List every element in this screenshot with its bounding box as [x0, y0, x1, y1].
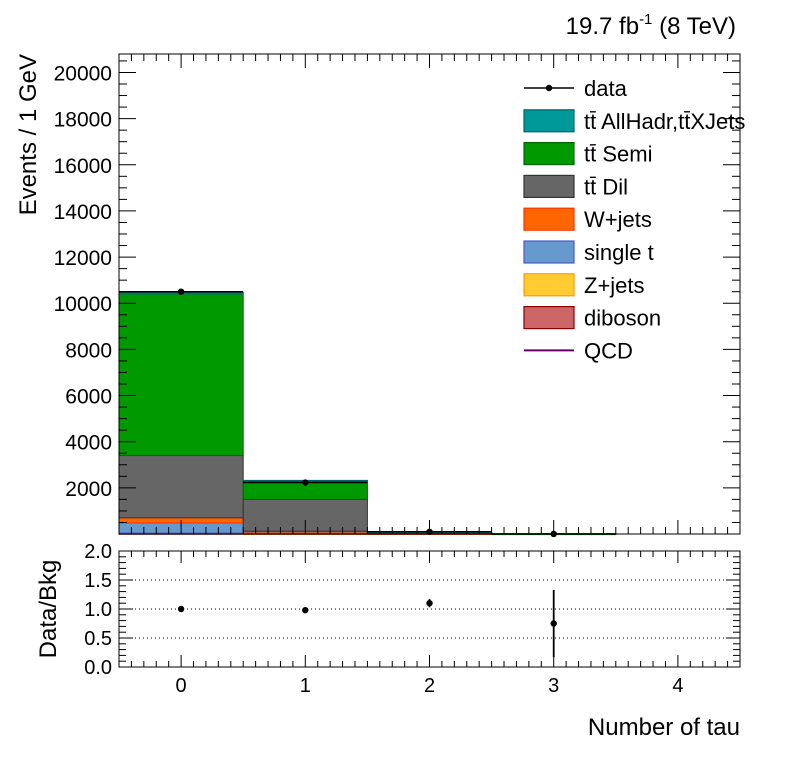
legend-data-marker	[545, 84, 553, 92]
legend-label: QCD	[584, 338, 633, 363]
legend-swatch	[523, 174, 575, 198]
bar-5-0	[118, 293, 244, 457]
lumi-exponent: -1	[639, 11, 652, 28]
legend-label: tt̄ Dil	[584, 174, 628, 199]
y-tick-label: 16000	[54, 155, 112, 178]
ratio-y-tick-label: 2.0	[84, 541, 112, 563]
legend-label: tt̄ AllHadr,tt̄XJets	[584, 109, 745, 134]
ratio-x-axis: 0 1 2 3 4	[130, 551, 729, 697]
legend-swatch	[523, 273, 575, 297]
legend: data tt̄ AllHadr,tt̄XJets tt̄ Semi tt̄ Dil W…	[523, 76, 745, 363]
y-tick-label: 18000	[54, 109, 112, 132]
x-tick-label: 1	[300, 675, 311, 697]
legend-swatch	[523, 142, 575, 166]
legend-swatch	[523, 240, 575, 264]
ratio-y-tick-label: 0.5	[84, 628, 112, 650]
legend-label: single t	[584, 240, 654, 265]
lumi-value: 19.7 fb	[566, 13, 639, 40]
ratio-y-axis: 0.0 0.5 1.0 1.5 2.0	[84, 541, 740, 679]
data-point	[177, 288, 185, 295]
main-frame	[118, 53, 741, 535]
ratio-point	[177, 605, 185, 613]
x-tick-label: 0	[176, 675, 187, 697]
bar-4-0	[118, 455, 244, 519]
ratio-point	[550, 620, 557, 627]
x-axis-ticks	[130, 54, 729, 534]
main-panel: 2000 4000 6000 8000 10000 12000 14000 16000 1800…	[15, 53, 745, 538]
y-tick-label: 8000	[65, 339, 112, 362]
lumi-header: 19.7 fb-1 (8 TeV)	[566, 11, 736, 40]
legend-swatch	[523, 306, 575, 330]
ratio-y-tick-label: 0.0	[84, 657, 112, 679]
legend-label: diboson	[584, 306, 661, 331]
ratio-y-tick-label: 1.0	[84, 599, 112, 621]
y-axis-label: Events / 1 GeV	[15, 54, 42, 215]
x-axis-label: Number of tau	[588, 714, 740, 741]
ratio-points	[177, 589, 557, 658]
x-tick-label: 4	[672, 675, 683, 697]
legend-label: W+jets	[584, 207, 652, 232]
y-tick-label: 2000	[65, 478, 112, 501]
lumi-energy: (8 TeV)	[652, 13, 736, 40]
y-tick-label: 12000	[54, 247, 112, 270]
ratio-point	[426, 600, 433, 607]
x-tick-label: 2	[424, 675, 435, 697]
legend-label: Z+jets	[584, 273, 645, 298]
y-tick-label: 6000	[65, 386, 112, 409]
data-point	[302, 479, 309, 486]
ratio-y-tick-label: 1.5	[84, 570, 112, 592]
ratio-frame	[118, 550, 741, 668]
y-axis: 2000 4000 6000 8000 10000 12000 14000 16000 1800…	[54, 60, 740, 523]
y-tick-label: 10000	[54, 293, 112, 316]
legend-swatch	[523, 207, 575, 231]
x-tick-label: 3	[548, 675, 559, 697]
legend-swatch	[523, 109, 575, 133]
y-tick-label: 14000	[54, 201, 112, 224]
ratio-y-axis-label: Data/Bkg	[35, 560, 62, 659]
y-tick-label: 4000	[65, 432, 112, 455]
ratio-gridlines	[119, 579, 740, 639]
legend-label: tt̄ Semi	[584, 142, 652, 167]
legend-label: data	[584, 76, 628, 101]
y-tick-label: 20000	[54, 62, 112, 85]
ratio-point	[302, 606, 309, 614]
ratio-panel: 0.0 0.5 1.0 1.5 2.0 0 1 2 3 4 Data/Bkg Number of…	[35, 541, 741, 741]
